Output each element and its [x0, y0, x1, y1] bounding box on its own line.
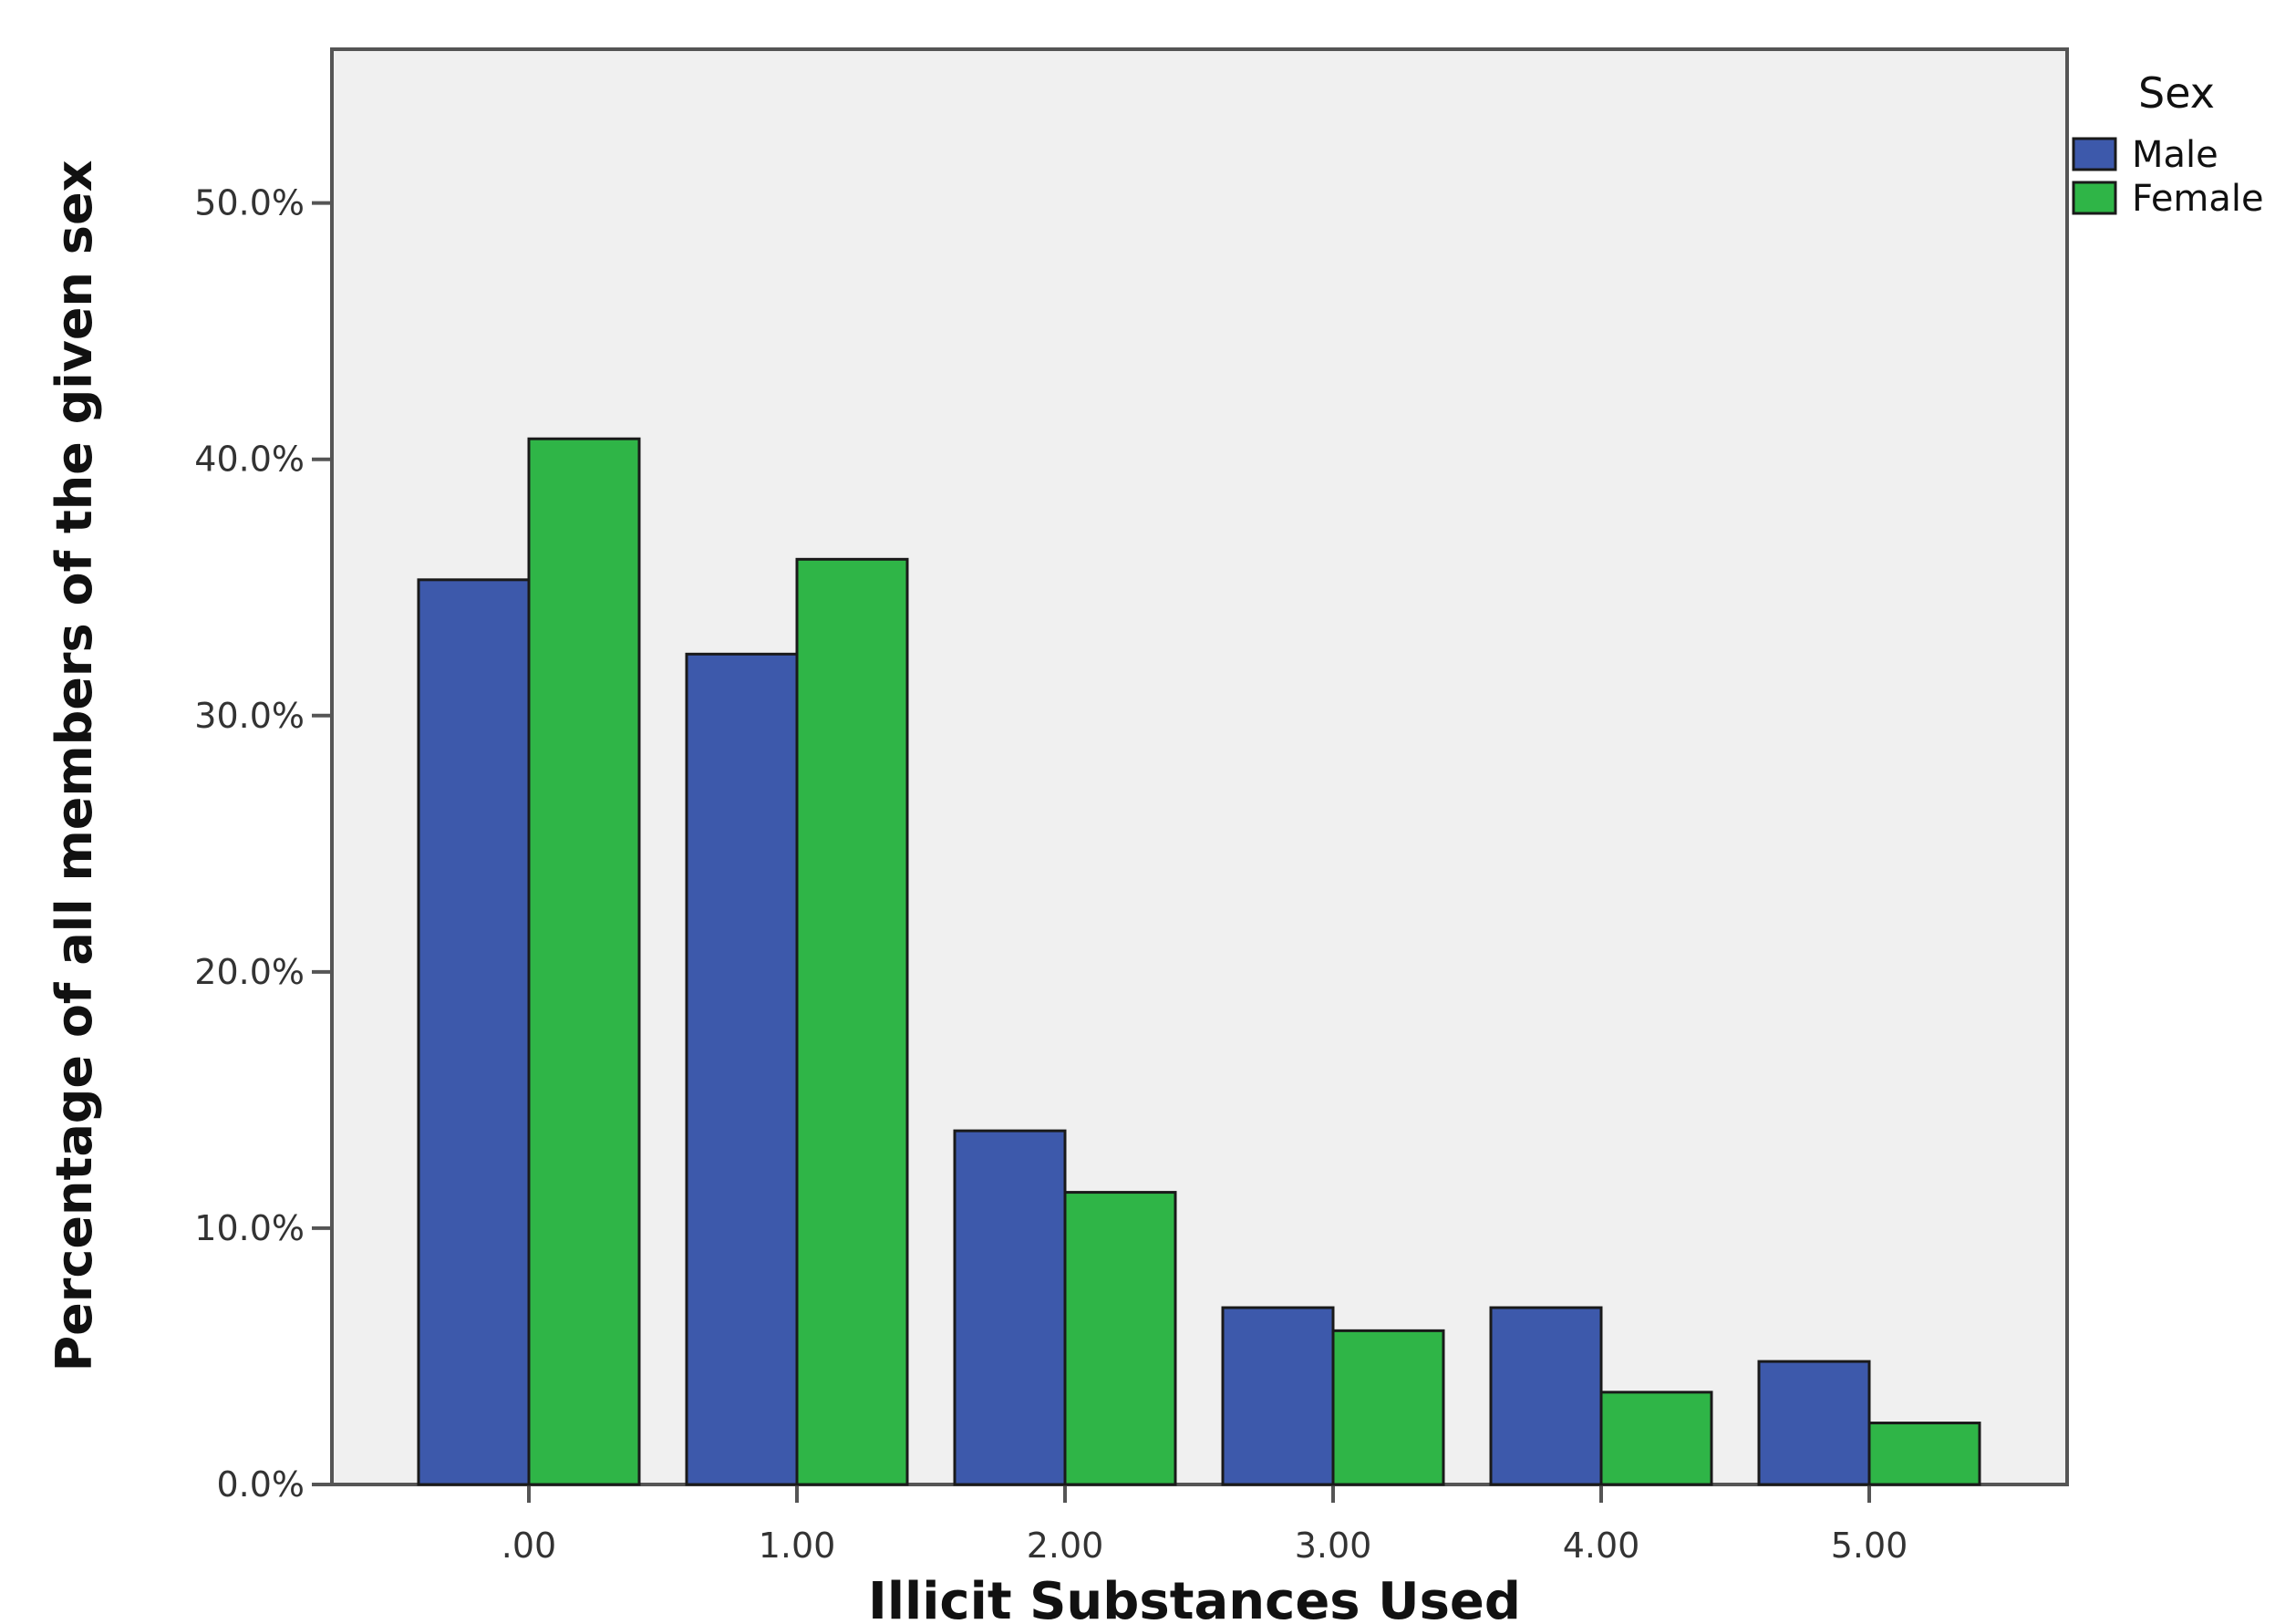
bar-female-2	[1063, 1191, 1177, 1486]
bar-male-3	[1221, 1306, 1335, 1486]
bar-female-0	[527, 437, 641, 1486]
bar-male-1	[685, 652, 799, 1486]
y-axis-title: Percentage of all members of the given s…	[46, 160, 103, 1371]
legend-label-male: Male	[2132, 134, 2218, 176]
x-tick-label: 3.00	[1295, 1526, 1372, 1566]
x-tick-label: 2.00	[1027, 1526, 1104, 1566]
legend-swatch-female	[2072, 181, 2117, 215]
bar-male-0	[417, 578, 531, 1486]
bar-male-4	[1489, 1306, 1603, 1486]
legend-label-female: Female	[2132, 178, 2264, 220]
bars	[417, 437, 1981, 1486]
y-tick-label: 0.0%	[216, 1464, 305, 1505]
bar-female-1	[795, 557, 909, 1486]
x-tick-label: 5.00	[1831, 1526, 1908, 1566]
legend-title: Sex	[2138, 68, 2215, 118]
bar-female-4	[1599, 1391, 1713, 1486]
y-tick-label: 10.0%	[194, 1208, 305, 1248]
bar-female-3	[1331, 1329, 1445, 1486]
y-tick-label: 20.0%	[194, 952, 305, 992]
bar-female-5	[1867, 1422, 1981, 1486]
y-axis: 0.0% 10.0% 20.0% 30.0% 40.0% 50.0%	[194, 183, 332, 1505]
bar-male-2	[953, 1129, 1067, 1486]
y-tick-label: 50.0%	[194, 183, 305, 223]
x-tick-label: 1.00	[759, 1526, 836, 1566]
x-axis: .00 1.00 2.00 3.00 4.00 5.00	[502, 1484, 1908, 1566]
bar-male-5	[1757, 1360, 1871, 1486]
x-tick-label: 4.00	[1563, 1526, 1640, 1566]
y-tick-label: 30.0%	[194, 696, 305, 736]
legend-swatch-male	[2072, 137, 2117, 171]
x-axis-title: Illicit Substances Used	[868, 1572, 1521, 1624]
x-tick-label: .00	[502, 1526, 556, 1566]
y-tick-label: 40.0%	[194, 440, 305, 480]
